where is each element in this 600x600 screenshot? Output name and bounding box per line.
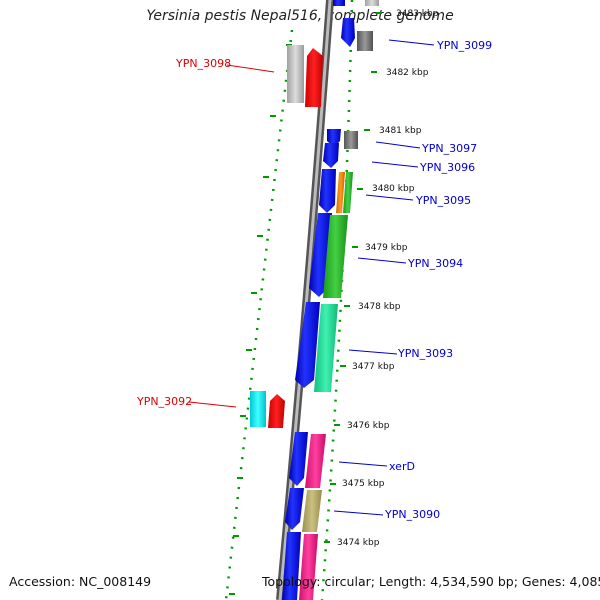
- inner-ring-ticks: [229, 44, 292, 595]
- forward-genes: [282, 0, 379, 600]
- gene-block-3097-blue: [327, 129, 341, 147]
- gene-block-3096-blue: [323, 143, 339, 168]
- gene-label-ypn3096[interactable]: YPN_3096: [419, 161, 475, 174]
- topology-text: Topology: circular; Length: 4,534,590 bp…: [262, 574, 600, 589]
- gene-block-bottom-blue: [282, 532, 301, 600]
- gene-block-3093-mint: [314, 304, 338, 392]
- kbp-label: 3479 kbp: [365, 243, 408, 253]
- gene-label-ypn3099[interactable]: YPN_3099: [436, 39, 492, 52]
- kbp-label: 3478 kbp: [358, 302, 401, 312]
- label-leaders: [188, 39, 435, 516]
- gene-block-3092-cyan: [250, 391, 266, 427]
- gene-block-3099-gray: [357, 31, 373, 51]
- gene-labels: YPN_3099 YPN_3098 YPN_3097 YPN_3096 YPN_…: [136, 39, 492, 521]
- gene-block-xerD-blue: [289, 432, 308, 486]
- gene-label-ypn3098[interactable]: YPN_3098: [175, 57, 231, 70]
- kbp-label: 3474 kbp: [337, 538, 380, 548]
- gene-block-3092-red: [268, 394, 285, 428]
- kbp-labels: 3483 kbp 3482 kbp 3481 kbp 3480 kbp 3479…: [337, 9, 439, 548]
- gene-block-3097-gray: [344, 131, 358, 149]
- kbp-label: 3482 kbp: [386, 68, 429, 78]
- gene-block-top-light: [365, 0, 379, 6]
- gene-block-3099-blue: [341, 18, 355, 47]
- gene-block-3090-blue: [285, 488, 304, 530]
- gene-label-ypn3090[interactable]: YPN_3090: [384, 508, 440, 521]
- gene-block-3095-orange: [336, 172, 345, 213]
- kbp-label: 3483 kbp: [396, 9, 439, 19]
- gene-label-ypn3095[interactable]: YPN_3095: [415, 194, 471, 207]
- gene-block-xerD-pink: [305, 434, 326, 488]
- inner-dotted-ring: [224, 29, 294, 600]
- outer-ring-ticks: [324, 12, 382, 543]
- reverse-genes: [250, 45, 323, 428]
- outer-dotted-ring: [320, 0, 354, 600]
- gene-label-xerd[interactable]: xerD: [389, 460, 415, 473]
- kbp-label: 3475 kbp: [342, 479, 385, 489]
- kbp-label: 3477 kbp: [352, 362, 395, 372]
- gene-block-3098-red: [305, 48, 323, 107]
- gene-label-ypn3094[interactable]: YPN_3094: [407, 257, 463, 270]
- gene-block-3090-khaki: [302, 490, 322, 532]
- gene-block-bottom-pink: [299, 534, 318, 600]
- kbp-label: 3481 kbp: [379, 126, 422, 136]
- gene-label-ypn3093[interactable]: YPN_3093: [397, 347, 453, 360]
- gene-block-3095-green: [343, 172, 353, 213]
- gene-label-ypn3092[interactable]: YPN_3092: [136, 395, 192, 408]
- gene-label-ypn3097[interactable]: YPN_3097: [421, 142, 477, 155]
- gene-block-3098-light: [287, 45, 304, 103]
- gene-block-3093-blue: [295, 302, 320, 388]
- gene-block-3095-blue: [319, 169, 336, 213]
- gene-block-3094-green: [323, 215, 348, 298]
- accession-text: Accession: NC_008149: [9, 574, 152, 589]
- kbp-label: 3480 kbp: [372, 184, 415, 194]
- kbp-label: 3476 kbp: [347, 421, 390, 431]
